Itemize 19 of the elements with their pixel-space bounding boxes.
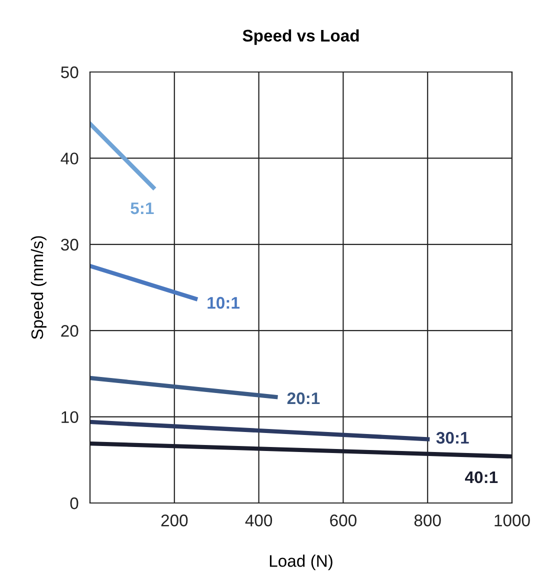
y-tick-label: 0: [70, 497, 78, 510]
x-axis-title: Load (N): [270, 554, 332, 570]
y-axis-title: Speed (mm/s): [30, 236, 46, 340]
y-tick-label: 40: [60, 152, 78, 164]
x-tick-label: 400: [245, 514, 272, 526]
series-label: 5:1: [130, 202, 154, 214]
y-tick-label: 30: [60, 238, 78, 251]
series-label: 30:1: [436, 432, 469, 444]
y-tick-label: 50: [61, 66, 78, 78]
series-label: 20:1: [287, 392, 320, 404]
series-label: 10:1: [208, 296, 240, 309]
chart-title: Speed vs Load: [242, 29, 359, 45]
series-label: 40:1: [465, 471, 498, 484]
x-tick-label: 200: [161, 514, 188, 526]
x-tick-label: 600: [330, 514, 356, 526]
x-tick-label: 1000: [494, 514, 530, 526]
y-tick-label: 20: [61, 325, 78, 337]
x-tick-label: 800: [414, 514, 441, 526]
y-tick-label: 10: [62, 411, 78, 424]
